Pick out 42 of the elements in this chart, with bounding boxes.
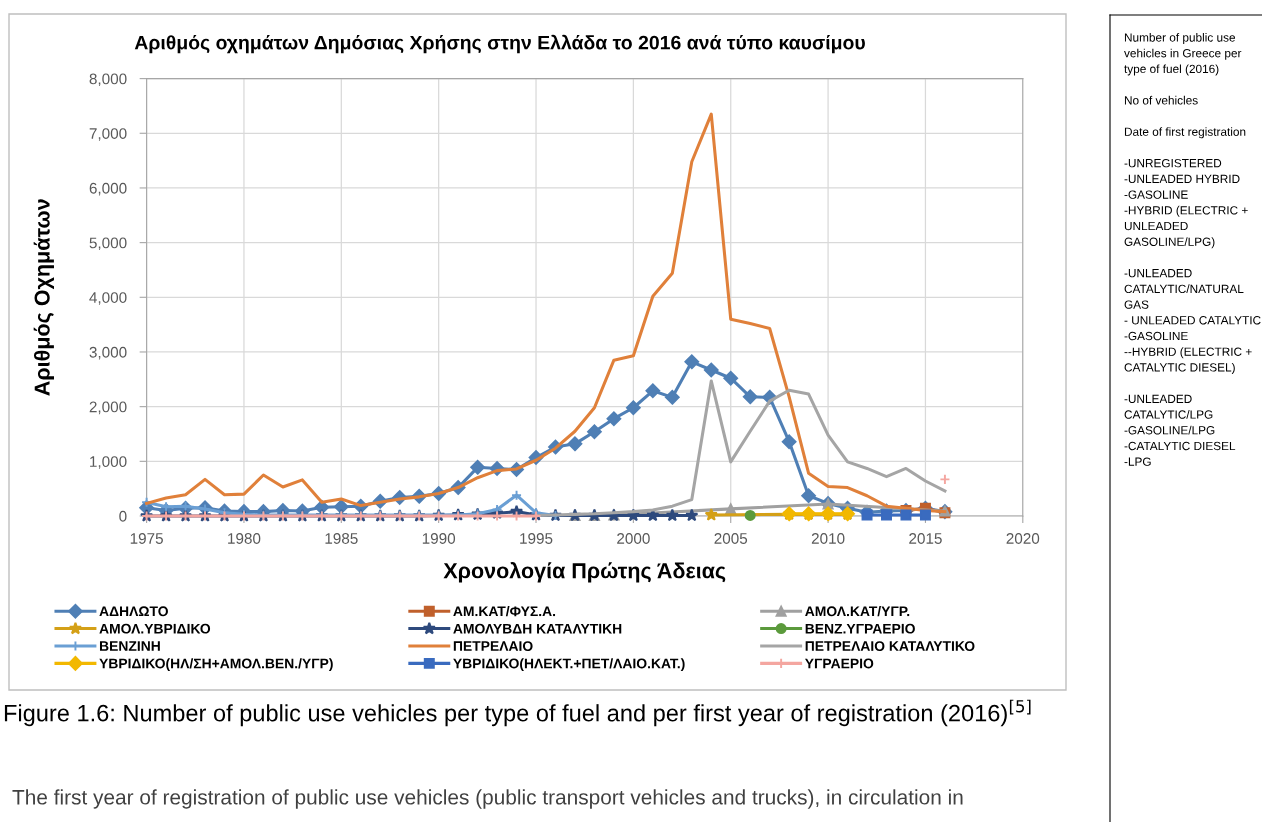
x-tick-label: 1980 (228, 533, 261, 544)
x-tick-label: 2010 (811, 533, 845, 544)
y-tick-label: 2,000 (89, 401, 127, 415)
x-tick-label: 2000 (617, 533, 650, 544)
y-tick-label: 0 (119, 510, 127, 522)
text: -UNLEADED CATALYTIC/LPG -GASOLINE/LPG -CATALYTIC DIESEL -LPG (1124, 394, 1236, 466)
x-tick-label: 1995 (520, 533, 553, 544)
x-tick-label: 1985 (325, 533, 358, 544)
legend-label: ΑΜ.ΚΑΤ/ΦΥΣ.Α. (453, 606, 556, 617)
y-tick-label: 5,000 (89, 237, 127, 251)
text: -UNLEADED CATALYTIC/NATURAL GAS - UNLEADED CATALYTIC -GASOLINE --HYBRID (ELECTRIC + CATALYTIC DIESEL) (1124, 269, 1261, 374)
y-tick-label: 1,000 (90, 456, 127, 469)
y-tick-label: 7,000 (89, 128, 127, 141)
x-tick-label: 2015 (909, 533, 942, 544)
x-tick-label: 2005 (714, 533, 748, 544)
legend-label: ΑΜΟΛ.ΥΒΡΙΔΙΚΟ (99, 623, 211, 634)
y-tick-label: 4,000 (89, 292, 127, 305)
text: Number of public use vehicles in Greece per type of fuel (2016) (1124, 33, 1242, 76)
x-tick-label: 1990 (422, 533, 456, 544)
caption: Figure 1.6: Number of public use vehicles per type of fuel and per first year of registration (2016)$^{[5]}$ (4, 699, 1031, 727)
legend-label: ΑΜΟΛ.ΚΑΤ/ΥΓΡ. (805, 606, 910, 617)
x-tick-label: 1975 (130, 533, 163, 544)
y-tick-label: 8,000 (89, 73, 127, 87)
legend-label: ΠΕΤΡΕΛΑΙΟ ΚΑΤΑΛΥΤΙΚΟ (805, 641, 975, 651)
chart-title: Αριθμός οχημάτων Δημόσιας Χρήσης στην Ελλάδα το 2016 ανά τύπο καυσίμου (134, 34, 865, 54)
x-tick-label: 2020 (1006, 533, 1040, 544)
x-axis-title: Χρονολογία Πρώτης Άδειας (443, 562, 726, 583)
legend-label: ΒΕΝΖΙΝΗ (99, 641, 160, 651)
y-tick-label: 3,000 (89, 346, 127, 360)
legend-label: ΥΒΡΙΔΙΚΟ(ΗΛ/ΣΗ+ΑΜΟΛ.ΒΕΝ./ΥΓΡ) (99, 658, 333, 672)
legend-label: ΑΔΗΛΩΤΟ (99, 606, 168, 617)
text: Date of first registration (1124, 127, 1246, 139)
legend-label: ΑΜΟΛΥΒΔΗ ΚΑΤΑΛΥΤΙΚΗ (453, 623, 622, 634)
legend-label: ΒΕΝΖ.ΥΓΡΑΕΡΙΟ (805, 623, 915, 634)
text: -UNREGISTERED -UNLEADED HYBRID -GASOLINE -HYBRID (ELECTRIC + UNLEADED GASOLINE/LPG) (1124, 159, 1248, 249)
y-tick-label: 6,000 (89, 182, 127, 196)
y-axis-title: Αριθμός Οχημάτων (33, 199, 54, 396)
legend-label: ΠΕΤΡΕΛΑΙΟ (453, 641, 533, 651)
legend-label: ΥΒΡΙΔΙΚΟ(ΗΛΕΚΤ.+ΠΕΤ/ΛΑΙΟ.ΚΑΤ.) (453, 658, 685, 672)
text: The first year of registration of public use vehicles (public transport vehicles and trucks), in circulation in (12, 789, 963, 809)
legend-label: ΥΓΡΑΕΡΙΟ (804, 658, 874, 669)
text: No of vehicles (1124, 95, 1198, 105)
